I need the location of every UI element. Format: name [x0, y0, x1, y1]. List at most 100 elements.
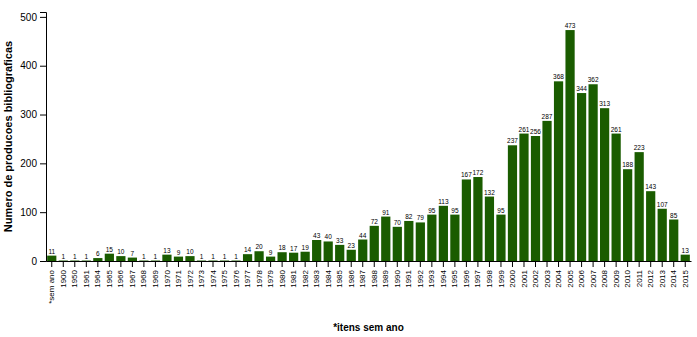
x-tick-label: 1973	[197, 269, 206, 287]
x-tick-label: 1975	[220, 269, 229, 287]
x-tick: 1995	[450, 261, 459, 288]
x-tick-mark	[420, 261, 421, 267]
data-label: 1	[142, 253, 146, 260]
x-tick: 1971	[174, 261, 183, 288]
data-label: 85	[670, 212, 678, 219]
x-tick-label: 1994	[439, 269, 448, 287]
data-label: 261	[519, 126, 530, 133]
bar	[416, 222, 425, 261]
x-tick: 1986	[347, 261, 356, 288]
x-tick: 1973	[197, 261, 206, 288]
x-tick: 2012	[646, 261, 655, 288]
bar	[197, 260, 206, 261]
bar	[208, 260, 217, 261]
y-tick-label: 0	[31, 256, 37, 267]
x-tick-label: 1968	[139, 269, 148, 287]
data-label: 261	[611, 126, 622, 133]
bar	[266, 257, 275, 261]
x-tick-mark	[201, 261, 202, 267]
x-tick-label: 1977	[243, 269, 252, 287]
x-axis: *sem ano19001950196119641965196619671968…	[47, 261, 692, 304]
bar	[612, 134, 621, 261]
x-tick-label: 2000	[508, 269, 517, 287]
x-tick-label: 1980	[278, 269, 287, 287]
data-label: 72	[371, 218, 379, 225]
data-label: 223	[634, 144, 645, 151]
x-tick: 1992	[416, 261, 425, 288]
bar	[70, 260, 79, 261]
x-tick-label: 1983	[312, 269, 321, 287]
data-label: 91	[382, 209, 390, 216]
bar	[254, 251, 263, 261]
data-label: 15	[106, 246, 114, 253]
x-tick-label: 1987	[358, 269, 367, 287]
x-tick: 1977	[243, 261, 252, 288]
x-tick-mark	[328, 261, 329, 267]
data-label: 33	[336, 237, 344, 244]
x-tick: 2014	[669, 261, 678, 288]
bar	[105, 254, 114, 261]
bar	[312, 240, 321, 261]
data-label: 13	[682, 247, 690, 254]
x-tick-label: 1996	[462, 269, 471, 287]
x-tick: 2006	[577, 261, 586, 288]
data-label: 1	[223, 253, 227, 260]
data-label: 40	[325, 233, 333, 240]
data-label: 368	[553, 73, 564, 80]
y-axis: 0100200300400500	[20, 12, 46, 267]
x-tick-label: 1985	[335, 269, 344, 287]
data-label: 11	[48, 248, 55, 255]
x-tick: 2001	[520, 261, 529, 288]
bar	[439, 206, 448, 261]
bar	[139, 260, 148, 261]
x-tick: 1969	[151, 261, 160, 288]
bar	[381, 217, 390, 261]
data-label: 9	[269, 249, 273, 256]
y-tick-label: 300	[20, 109, 37, 120]
bar	[243, 254, 252, 261]
data-label: 1	[154, 253, 158, 260]
bar	[393, 227, 402, 261]
x-tick: 1996	[462, 261, 471, 288]
x-tick-mark	[86, 261, 87, 267]
x-tick-label: 1989	[381, 269, 390, 287]
x-tick: 1989	[381, 261, 390, 288]
y-tick: 400	[20, 60, 46, 71]
data-label: 18	[278, 244, 286, 251]
x-tick: 1970	[162, 261, 171, 288]
x-tick-mark	[523, 261, 524, 267]
x-tick-label: 2011	[635, 269, 644, 287]
x-tick-mark	[339, 261, 340, 267]
bar	[450, 215, 459, 261]
y-tick: 200	[20, 158, 46, 169]
x-tick: 2011	[635, 261, 644, 287]
data-label: 19	[302, 244, 310, 251]
x-tick-label: 1961	[82, 269, 91, 287]
data-label: 107	[657, 201, 668, 208]
y-axis-title: Numero de producoes bibliograficas	[2, 41, 14, 232]
x-tick-mark	[570, 261, 571, 267]
bar	[347, 250, 356, 261]
x-tick-mark	[616, 261, 617, 267]
x-tick-mark	[431, 261, 432, 267]
x-tick: 1982	[301, 261, 310, 288]
x-tick-label: 1976	[232, 269, 241, 287]
x-tick: 2000	[508, 261, 517, 288]
bar	[116, 256, 125, 261]
data-label: 1	[73, 253, 77, 260]
data-label: 79	[417, 214, 425, 221]
bar	[565, 30, 574, 261]
x-tick-mark	[500, 261, 501, 267]
x-tick: 1972	[186, 261, 195, 288]
data-label: 237	[507, 137, 518, 144]
data-label: 20	[255, 243, 263, 250]
x-tick-mark	[247, 261, 248, 267]
x-tick: 1967	[128, 261, 137, 288]
data-labels: 1111161510711139101111142091817194340332…	[48, 22, 689, 259]
data-label: 82	[405, 213, 413, 220]
x-tick-label: 2014	[669, 269, 678, 287]
x-tick-mark	[351, 261, 352, 267]
x-tick: 2005	[566, 261, 575, 288]
bar	[508, 145, 517, 261]
x-tick: 2008	[600, 261, 609, 288]
